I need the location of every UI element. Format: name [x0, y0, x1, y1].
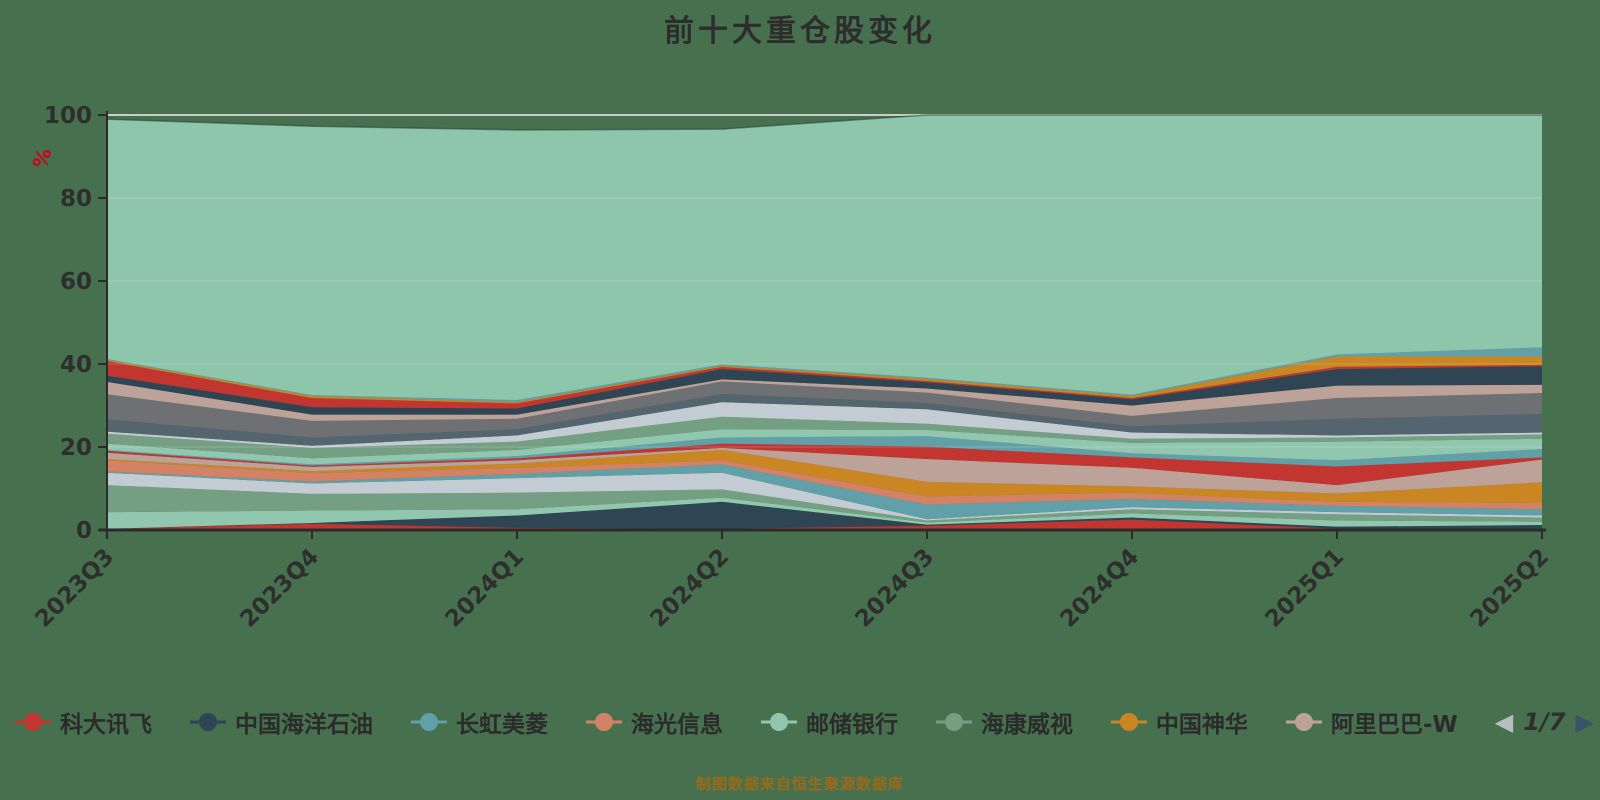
x-axis-tick-label: 2023Q4 — [235, 544, 324, 633]
legend-item[interactable]: 中国神华 — [1110, 705, 1248, 739]
area-series — [107, 447, 1542, 494]
x-axis-tick-label: 2024Q4 — [1055, 544, 1144, 633]
area-series — [107, 429, 1542, 465]
area-series — [107, 356, 1542, 404]
legend-item-label: 长虹美菱 — [455, 712, 548, 738]
area-series — [107, 379, 1542, 421]
legend-pager: ◀ 1/7 ▶ — [1495, 708, 1594, 736]
legend-item[interactable]: 中国海洋石油 — [189, 705, 373, 739]
x-axis-tick-label: 2024Q2 — [645, 544, 734, 633]
area-series — [107, 443, 1542, 486]
area-series — [107, 115, 1542, 401]
legend-item-label: 海康威视 — [980, 712, 1073, 738]
y-axis-tick-label: 40 — [60, 352, 92, 378]
area-series — [107, 464, 1542, 520]
legend-marker-icon — [1110, 713, 1147, 731]
y-axis-tick-label: 100 — [44, 103, 92, 129]
legend-item-label: 科大讯飞 — [60, 712, 152, 738]
legend-marker-icon — [15, 713, 51, 731]
y-axis-tick-label: 0 — [76, 518, 92, 544]
area-series — [107, 472, 1542, 521]
area-series — [107, 347, 1542, 403]
y-axis-tick-label: 80 — [60, 186, 92, 212]
x-axis-tick-label: 2025Q2 — [1465, 544, 1554, 633]
area-series — [107, 416, 1542, 459]
legend-marker-icon — [585, 713, 622, 731]
y-axis-tick-label: 20 — [60, 435, 92, 461]
legend-item-label: 阿里巴巴-W — [1330, 712, 1458, 738]
legend-item-label: 中国海洋石油 — [234, 712, 373, 738]
area-series — [107, 501, 1542, 530]
top-area-edge-line — [106, 114, 1542, 131]
legend-item[interactable]: 邮储银行 — [760, 705, 898, 739]
legend-item-label: 海光信息 — [630, 712, 723, 738]
legend-marker-icon — [760, 713, 797, 731]
data-source-caption: 制图数据来自恒生聚源数据库 — [695, 775, 904, 793]
x-axis-tick-label: 2023Q3 — [30, 544, 119, 633]
x-axis-tick-label: 2025Q1 — [1260, 544, 1349, 633]
area-series — [107, 393, 1542, 446]
y-axis-tick-label: 60 — [60, 269, 92, 295]
x-axis-tick-label: 2024Q1 — [440, 544, 529, 633]
legend-marker-icon — [189, 713, 226, 731]
legend-item[interactable]: 海光信息 — [585, 705, 723, 739]
legend-marker-icon — [1285, 713, 1322, 731]
area-series — [107, 366, 1542, 415]
legend: 科大讯飞 中国海洋石油 长虹美菱 海光信息 邮储银行 海康威视 中国神华 阿里巴巴-W ◀ 1… — [14, 698, 1594, 746]
legend-prev-arrow-icon[interactable]: ◀ — [1494, 708, 1514, 736]
area-series — [107, 485, 1542, 523]
x-axis-tick-label: 2024Q3 — [850, 544, 939, 633]
legend-item[interactable]: 科大讯飞 — [14, 705, 152, 739]
area-series — [107, 402, 1542, 448]
legend-item[interactable]: 阿里巴巴-W — [1285, 705, 1458, 739]
area-series — [107, 381, 1542, 438]
chart-title: 前十大重仓股变化 — [664, 14, 936, 49]
legend-item-label: 中国神华 — [1155, 712, 1248, 738]
area-series — [107, 460, 1542, 510]
legend-marker-icon — [935, 713, 972, 731]
legend-next-arrow-icon[interactable]: ▶ — [1575, 708, 1594, 736]
legend-marker-icon — [410, 713, 447, 731]
area-series — [107, 497, 1542, 529]
area-series — [107, 436, 1542, 467]
legend-item[interactable]: 海康威视 — [935, 705, 1073, 739]
legend-item[interactable]: 长虹美菱 — [410, 705, 548, 739]
area-series — [107, 449, 1542, 504]
legend-page-indicator: 1/7 — [1523, 708, 1566, 736]
area-series — [107, 519, 1542, 530]
legend-item-label: 邮储银行 — [805, 712, 898, 738]
